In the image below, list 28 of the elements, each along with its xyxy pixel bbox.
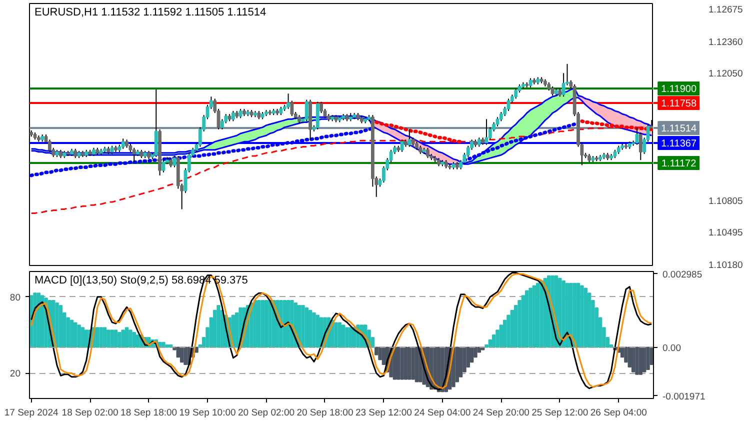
x-tick-label: 20 Sep 18:00 <box>296 408 354 418</box>
y-tick-label: 1.12050 <box>708 68 743 80</box>
y-tick-label: 1.12360 <box>708 36 743 48</box>
y-tick-label: 1.12675 <box>708 4 743 16</box>
ref-line-label: 1.11514 <box>661 123 697 134</box>
y-tick-label: 1.10495 <box>708 228 743 239</box>
y2-tick-label: 0.002985 <box>662 269 702 280</box>
x-tick-label: 20 Sep 02:00 <box>238 408 295 418</box>
y-tick-label: 1.10180 <box>708 260 743 271</box>
y2-tick-label: 0.00 <box>662 342 681 354</box>
x-tick-label: 25 Sep 12:00 <box>532 408 588 418</box>
x-tick-label: 18 Sep 02:00 <box>62 408 118 418</box>
y2-tick-label: -0.001971 <box>662 391 706 402</box>
x-tick-label: 23 Sep 12:00 <box>355 408 412 418</box>
y-tick-label: 80 <box>10 292 21 304</box>
ref-line-label: 1.11367 <box>661 138 697 150</box>
y-tick-label: 1.10805 <box>708 196 743 208</box>
x-tick-label: 24 Sep 20:00 <box>472 408 530 418</box>
x-tick-label: 17 Sep 2024 <box>4 408 58 418</box>
ref-line-label: 1.11172 <box>661 158 697 170</box>
x-tick-label: 19 Sep 10:00 <box>179 408 236 418</box>
ref-line-label: 1.11758 <box>661 98 697 110</box>
x-tick-label: 26 Sep 04:00 <box>590 408 647 418</box>
chart-title: EURUSD,H1 1.11532 1.11592 1.11505 1.11514 <box>34 6 266 18</box>
ref-line-label: 1.11900 <box>661 84 697 95</box>
x-tick-label: 18 Sep 18:00 <box>120 408 178 418</box>
x-tick-label: 24 Sep 04:00 <box>414 408 471 418</box>
y-tick-label: 20 <box>10 368 21 380</box>
